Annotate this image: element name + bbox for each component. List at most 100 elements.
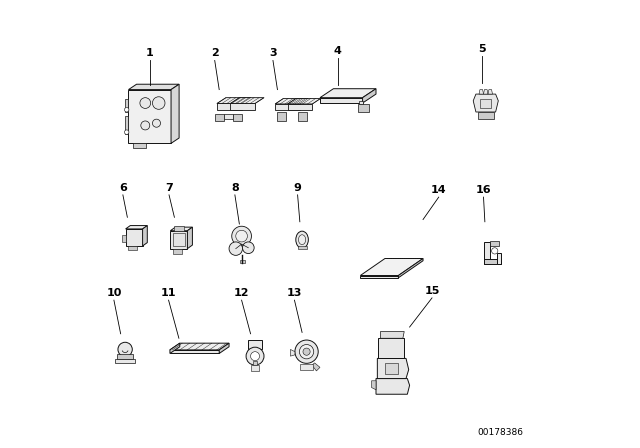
Polygon shape xyxy=(170,343,180,353)
Polygon shape xyxy=(129,90,171,143)
Polygon shape xyxy=(298,246,307,249)
Text: 4: 4 xyxy=(334,46,342,56)
Circle shape xyxy=(246,347,264,365)
Polygon shape xyxy=(371,381,376,390)
Polygon shape xyxy=(490,241,499,246)
Text: 13: 13 xyxy=(287,288,302,298)
Polygon shape xyxy=(488,90,493,94)
Polygon shape xyxy=(170,231,188,249)
Text: 14: 14 xyxy=(431,185,447,195)
Polygon shape xyxy=(215,114,224,121)
Polygon shape xyxy=(320,98,362,103)
Polygon shape xyxy=(129,84,179,90)
Polygon shape xyxy=(473,94,499,112)
Polygon shape xyxy=(362,89,376,103)
Polygon shape xyxy=(378,338,404,358)
Polygon shape xyxy=(125,99,129,112)
Text: 7: 7 xyxy=(165,183,173,193)
Polygon shape xyxy=(291,349,295,356)
Polygon shape xyxy=(385,363,398,374)
Polygon shape xyxy=(125,229,143,246)
Polygon shape xyxy=(278,112,287,121)
Polygon shape xyxy=(248,340,262,349)
Polygon shape xyxy=(360,258,423,276)
Polygon shape xyxy=(217,103,241,110)
Polygon shape xyxy=(125,226,147,229)
Polygon shape xyxy=(275,104,300,110)
Text: 6: 6 xyxy=(119,183,127,193)
Text: 9: 9 xyxy=(294,183,301,193)
Polygon shape xyxy=(170,227,193,231)
Circle shape xyxy=(236,230,248,242)
Text: 5: 5 xyxy=(478,44,486,54)
Polygon shape xyxy=(477,112,494,119)
Polygon shape xyxy=(376,379,410,394)
Circle shape xyxy=(124,130,129,134)
Circle shape xyxy=(251,352,260,361)
Polygon shape xyxy=(173,226,184,231)
Polygon shape xyxy=(484,259,502,264)
Text: 1: 1 xyxy=(146,48,154,58)
Polygon shape xyxy=(275,99,308,104)
Polygon shape xyxy=(288,99,321,104)
Polygon shape xyxy=(484,90,488,94)
Polygon shape xyxy=(312,363,320,371)
Polygon shape xyxy=(122,235,125,242)
Text: 12: 12 xyxy=(234,288,250,298)
Polygon shape xyxy=(233,114,241,121)
Polygon shape xyxy=(173,249,182,254)
Circle shape xyxy=(232,226,252,246)
Polygon shape xyxy=(220,343,229,353)
Polygon shape xyxy=(484,242,490,264)
Text: 10: 10 xyxy=(106,288,122,298)
Polygon shape xyxy=(479,90,484,94)
Circle shape xyxy=(152,119,161,127)
Circle shape xyxy=(141,121,150,130)
Polygon shape xyxy=(252,365,259,371)
Polygon shape xyxy=(320,89,376,98)
Circle shape xyxy=(300,345,314,359)
Circle shape xyxy=(229,242,243,255)
Polygon shape xyxy=(253,361,257,365)
Text: 8: 8 xyxy=(231,183,239,193)
Circle shape xyxy=(492,248,498,254)
Polygon shape xyxy=(497,253,502,264)
Polygon shape xyxy=(171,84,179,143)
Text: 3: 3 xyxy=(269,48,276,58)
Polygon shape xyxy=(170,350,220,353)
Polygon shape xyxy=(380,332,404,338)
Text: 00178386: 00178386 xyxy=(478,428,524,437)
Polygon shape xyxy=(128,246,137,250)
Polygon shape xyxy=(360,101,362,104)
Text: 11: 11 xyxy=(161,288,177,298)
Polygon shape xyxy=(398,258,423,278)
Ellipse shape xyxy=(298,235,306,245)
Polygon shape xyxy=(378,358,409,379)
Circle shape xyxy=(152,97,165,109)
Circle shape xyxy=(118,342,132,357)
Polygon shape xyxy=(360,276,398,278)
Polygon shape xyxy=(188,227,193,249)
Polygon shape xyxy=(230,103,255,110)
Circle shape xyxy=(124,108,129,112)
Polygon shape xyxy=(170,343,229,350)
Polygon shape xyxy=(125,116,129,134)
Circle shape xyxy=(140,98,150,108)
Polygon shape xyxy=(115,359,135,363)
Polygon shape xyxy=(230,98,264,103)
Polygon shape xyxy=(173,233,185,246)
Polygon shape xyxy=(481,99,491,108)
Polygon shape xyxy=(298,112,307,121)
Polygon shape xyxy=(117,354,133,359)
Polygon shape xyxy=(133,143,147,148)
Polygon shape xyxy=(240,260,244,263)
Polygon shape xyxy=(217,98,251,103)
Text: 16: 16 xyxy=(476,185,492,195)
Polygon shape xyxy=(288,104,312,110)
Polygon shape xyxy=(300,364,314,370)
Ellipse shape xyxy=(296,231,308,248)
Circle shape xyxy=(303,348,310,355)
Polygon shape xyxy=(358,104,369,112)
Circle shape xyxy=(295,340,318,363)
Polygon shape xyxy=(143,226,147,246)
